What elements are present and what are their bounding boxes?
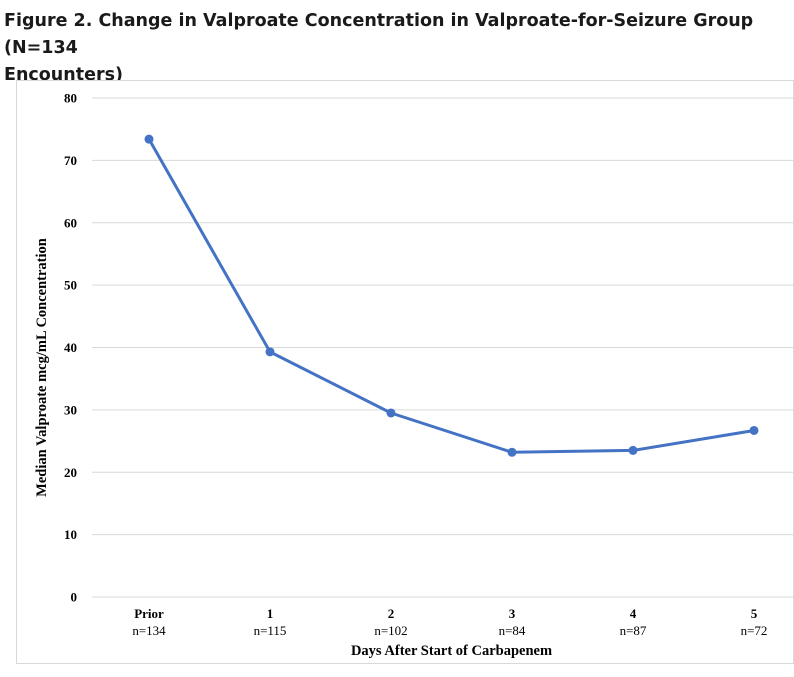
data-point: [386, 408, 396, 418]
y-axis-title: Median Valproate mcg/mL Concentration: [34, 238, 50, 497]
x-tick-sample-size: n=134: [132, 623, 166, 638]
x-tick-label: 4: [630, 606, 637, 621]
y-tick-label: 70: [64, 153, 77, 168]
y-tick-label: 0: [71, 590, 78, 605]
gridlines: [92, 97, 794, 598]
x-tick-label: 1: [267, 606, 274, 621]
y-tick-label: 10: [64, 527, 77, 542]
y-tick-label: 80: [64, 91, 77, 106]
y-tick-label: 60: [64, 215, 77, 230]
data-point: [265, 347, 275, 357]
x-tick-label: 3: [509, 606, 516, 621]
x-tick-sample-size: n=72: [741, 623, 768, 638]
x-axis-ticks: Prior n=134 1 n=115 2 n=102 3 n=84 4 n=87 5 n=72: [132, 606, 767, 638]
x-tick-label: 2: [388, 606, 395, 621]
data-point: [144, 134, 154, 144]
figure-title-line-1: Figure 2. Change in Valproate Concentrat…: [4, 11, 754, 58]
data-point: [628, 445, 638, 455]
data-point: [507, 447, 517, 457]
series-layer: [144, 134, 759, 457]
x-tick-sample-size: n=87: [620, 623, 647, 638]
x-tick-label: Prior: [134, 606, 164, 621]
y-tick-label: 20: [64, 465, 77, 480]
x-tick-sample-size: n=102: [374, 623, 407, 638]
chart-frame: [16, 80, 794, 664]
y-axis-ticks: 0 10 20 30 40 50 60 70 80: [64, 91, 77, 605]
x-tick-label: 5: [751, 606, 758, 621]
x-tick-sample-size: n=84: [499, 623, 526, 638]
y-tick-label: 50: [64, 278, 77, 293]
data-point: [749, 425, 759, 435]
x-axis-title: Days After Start of Carbapenem: [351, 643, 552, 659]
series-line-0: [147, 137, 756, 454]
y-tick-label: 30: [64, 402, 77, 417]
x-tick-sample-size: n=115: [254, 623, 287, 638]
y-tick-label: 40: [64, 340, 77, 355]
